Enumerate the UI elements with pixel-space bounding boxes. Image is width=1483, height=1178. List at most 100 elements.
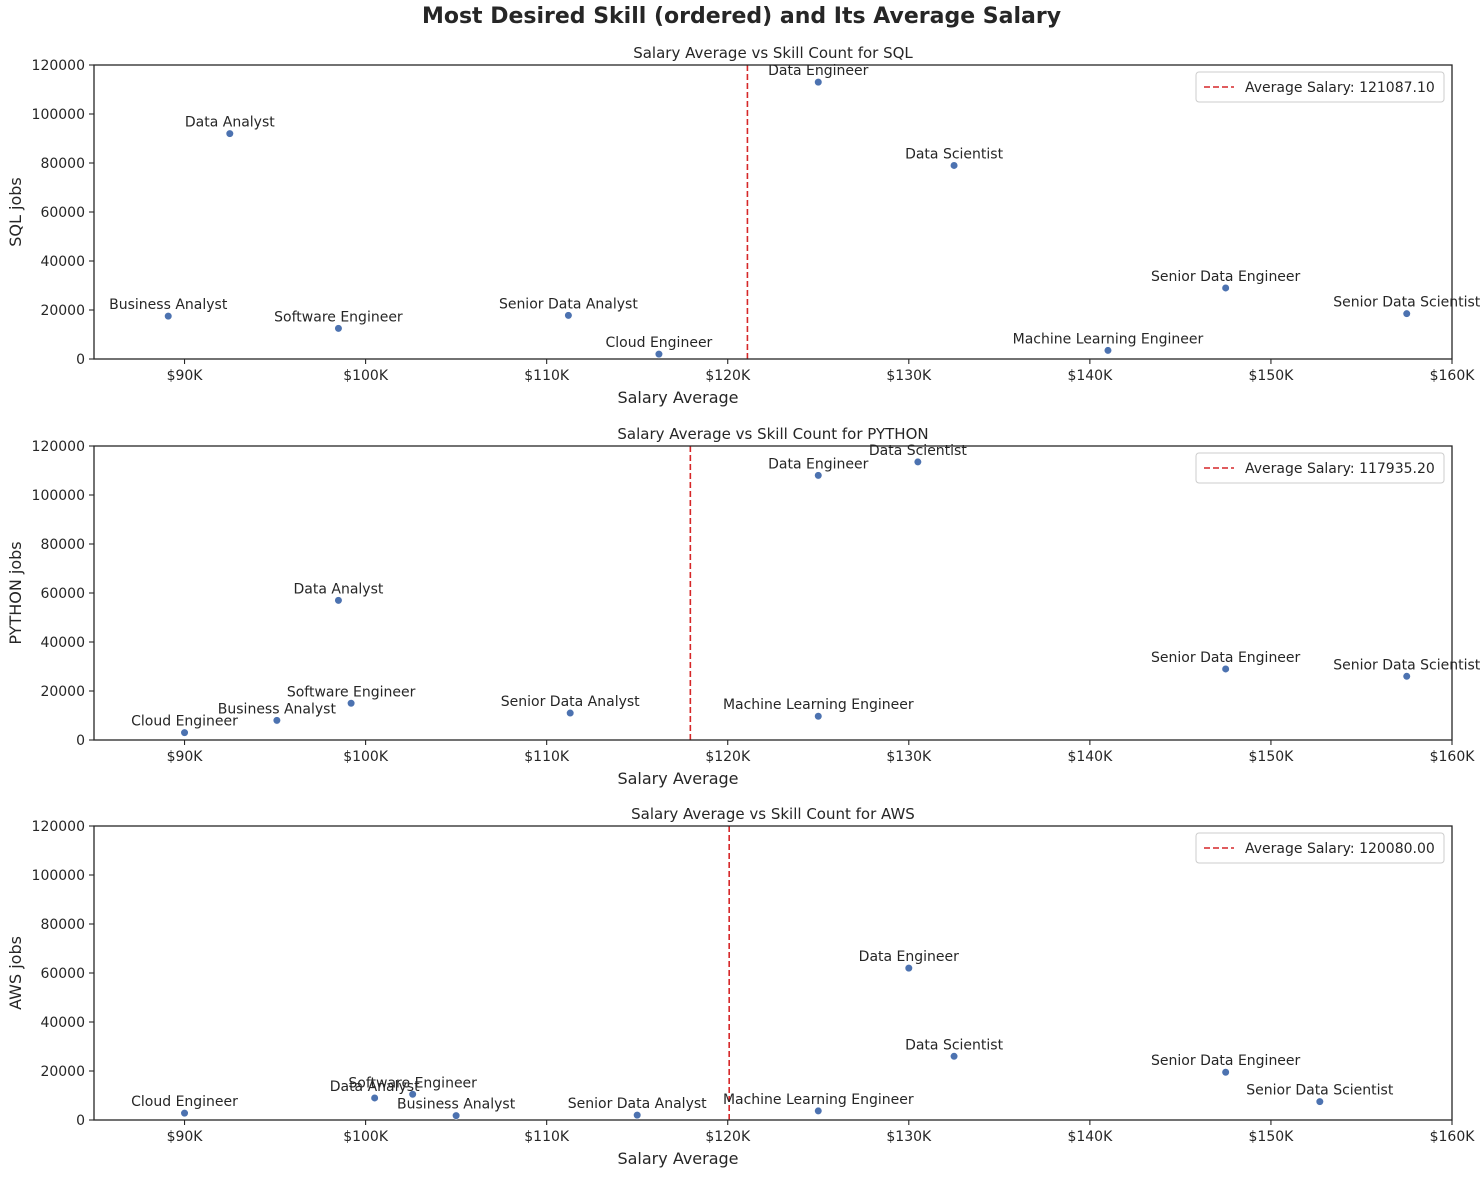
point-label: Data Analyst [330,1079,420,1095]
x-tick-label: $150K [1249,749,1295,765]
x-tick-label: $90K [167,368,204,384]
y-tick-label: 100000 [32,107,85,123]
x-tick-label: $120K [705,749,751,765]
data-point [654,350,664,359]
data-point [949,1052,959,1061]
data-point [334,324,343,333]
data-point [1402,672,1411,681]
point-label: Cloud Engineer [131,1094,238,1110]
data-point [272,716,281,725]
data-point [949,161,959,170]
point-label: Business Analyst [397,1097,516,1113]
legend: Average Salary: 117935.20 [1195,452,1445,484]
x-tick-label: $110K [524,749,570,765]
y-tick-label: 0 [76,733,85,749]
y-axis-label: PYTHON jobs [6,541,25,644]
point-label: Senior Data Engineer [1151,650,1301,666]
data-point [814,712,823,721]
y-tick-label: 60000 [40,966,85,982]
y-tick-label: 20000 [40,303,85,319]
x-tick-label: $140K [1067,1129,1113,1145]
data-point [180,1109,189,1118]
figure-title: Most Desired Skill (ordered) and Its Ave… [421,4,1062,29]
point-label: Data Scientist [905,1037,1004,1053]
legend-label: Average Salary: 117935.20 [1245,461,1435,477]
data-point [408,1090,417,1099]
point-label: Senior Data Engineer [1151,1053,1301,1069]
point-label: Machine Learning Engineer [723,1092,914,1108]
subplot-3: Salary Average vs Skill Count for AWS $90… [6,805,1475,1168]
x-tick-label: $160K [1430,368,1476,384]
y-tick-label: 120000 [32,819,85,835]
legend-box [1195,452,1445,484]
point-label: Senior Data Analyst [501,694,640,710]
point-label: Senior Data Scientist [1246,1083,1394,1099]
legend-label: Average Salary: 121087.10 [1245,80,1435,96]
data-point [566,708,575,718]
point-label: Senior Data Analyst [568,1096,707,1112]
point-label: Software Engineer [287,684,416,700]
x-tick-label: $120K [705,368,751,384]
point-label: Senior Data Scientist [1333,657,1481,673]
x-tick-label: $110K [524,1129,570,1145]
data-point [1221,664,1230,674]
y-tick-label: 20000 [40,684,85,700]
legend-box [1195,832,1445,864]
y-tick-label: 20000 [40,1064,85,1080]
y-axis-label: SQL jobs [6,177,25,246]
data-point [1402,309,1411,318]
point-label: Data Analyst [185,115,275,131]
legend-label: Average Salary: 120080.00 [1245,841,1435,857]
y-tick-label: 40000 [40,1015,85,1031]
y-tick-label: 0 [76,1113,85,1129]
point-label: Data Analyst [294,581,384,597]
point-label: Data Engineer [768,63,868,79]
legend: Average Salary: 120080.00 [1195,832,1445,864]
point-label: Senior Data Analyst [499,296,638,312]
y-tick-label: 100000 [32,868,85,884]
x-tick-label: $100K [343,1129,389,1145]
point-label: Data Engineer [859,949,959,965]
legend-box [1195,71,1445,103]
x-tick-label: $90K [167,749,204,765]
y-tick-label: 80000 [40,917,85,933]
x-tick-label: $130K [886,749,932,765]
data-point [370,1093,379,1103]
y-tick-label: 80000 [40,156,85,172]
y-tick-label: 120000 [32,439,85,455]
y-tick-label: 60000 [40,586,85,602]
x-tick-label: $150K [1249,1129,1295,1145]
data-point [1315,1097,1324,1106]
y-tick-label: 40000 [40,254,85,270]
x-tick-label: $120K [705,1129,751,1145]
data-point [164,312,173,321]
point-label: Software Engineer [348,1075,477,1091]
x-axis-label: Salary Average [617,769,738,788]
data-point [347,699,356,708]
point-label: Machine Learning Engineer [723,697,914,713]
data-point [334,596,343,605]
point-label: Data Engineer [768,456,868,472]
y-tick-label: 0 [76,352,85,368]
y-tick-label: 60000 [40,205,85,221]
data-point [225,129,234,138]
x-tick-label: $160K [1430,1129,1476,1145]
subplot-2: Salary Average vs Skill Count for PYTHON… [6,425,1481,788]
x-tick-label: $130K [886,368,932,384]
legend: Average Salary: 121087.10 [1195,71,1445,103]
x-axis-label: Salary Average [617,1149,738,1168]
point-label: Data Scientist [905,146,1004,162]
x-tick-label: $140K [1067,749,1113,765]
x-tick-label: $160K [1430,749,1476,765]
subplot-title: Salary Average vs Skill Count for AWS [631,805,915,823]
y-axis-label: AWS jobs [6,936,25,1010]
subplot-1: Salary Average vs Skill Count for SQL $90… [6,44,1481,407]
y-tick-label: 40000 [40,635,85,651]
data-point [814,78,823,87]
subplot-title: Salary Average vs Skill Count for SQL [633,44,913,62]
x-tick-label: $90K [167,1129,204,1145]
subplot-title: Salary Average vs Skill Count for PYTHON [617,425,928,443]
point-label: Software Engineer [274,309,403,325]
